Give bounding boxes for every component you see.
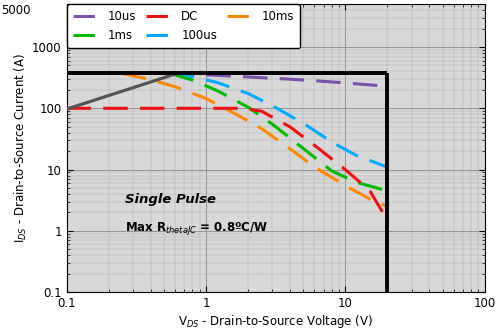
Y-axis label: I$_{DS}$ - Drain-to-Source Current (A): I$_{DS}$ - Drain-to-Source Current (A)	[13, 53, 30, 243]
Legend: 10us, 1ms, DC, 100us, 10ms: 10us, 1ms, DC, 100us, 10ms	[66, 4, 300, 48]
Text: Max R$_{thetaJC}$ = 0.8ºC/W: Max R$_{thetaJC}$ = 0.8ºC/W	[125, 220, 268, 237]
Text: Single Pulse: Single Pulse	[125, 193, 216, 206]
X-axis label: V$_{DS}$ - Drain-to-Source Voltage (V): V$_{DS}$ - Drain-to-Source Voltage (V)	[178, 313, 373, 330]
Text: 5000: 5000	[2, 4, 31, 17]
